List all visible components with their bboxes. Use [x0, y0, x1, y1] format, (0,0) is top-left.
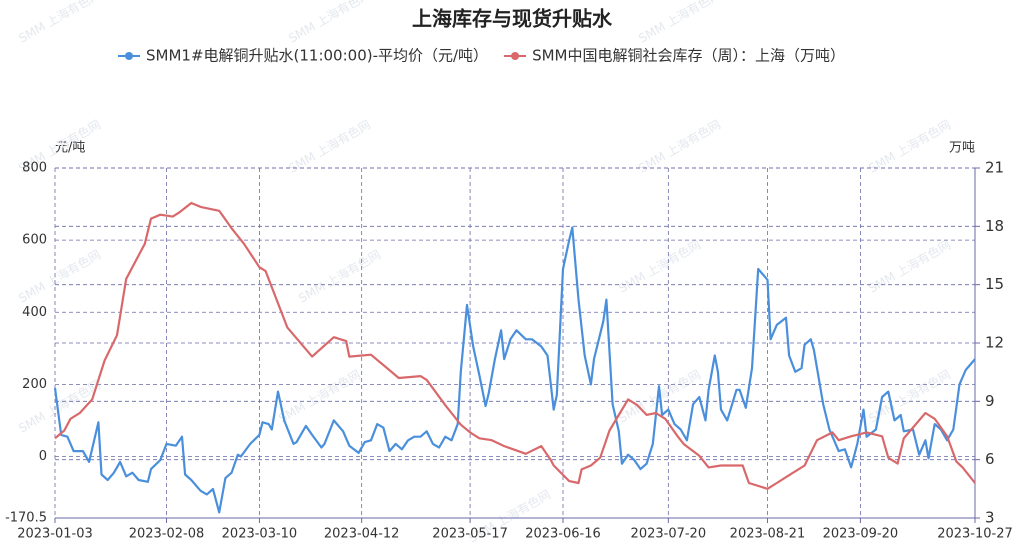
x-tick-label: 2023-04-12: [324, 527, 400, 542]
watermark: SMM 上海有色网: [16, 247, 103, 306]
y2-tick-label: 9: [985, 392, 995, 410]
y-tick-label: 600: [22, 233, 47, 248]
y-tick-label: 400: [22, 305, 47, 320]
x-tick-label: 2023-03-10: [222, 527, 298, 542]
y2-tick-label: 21: [985, 159, 1004, 177]
y2-tick-label: 18: [985, 217, 1004, 235]
legend-label: SMM1#电解铜升贴水(11:00:00)-平均价（元/吨）: [146, 47, 488, 65]
y-tick-label: 800: [22, 161, 47, 176]
watermark: SMM 上海有色网: [636, 117, 723, 176]
y2-tick-label: 15: [985, 275, 1004, 293]
watermark: SMM 上海有色网: [286, 0, 373, 46]
x-tick-label: 2023-10-27: [937, 527, 1013, 542]
x-tick-label: 2023-08-21: [730, 527, 806, 542]
x-tick-label: 2023-02-08: [129, 527, 205, 542]
watermark: SMM 上海有色网: [866, 117, 953, 176]
y2-axis-label: 万吨: [949, 141, 975, 156]
watermark: SMM 上海有色网: [866, 237, 953, 296]
y-tick-label: 200: [22, 377, 47, 392]
series-line: [54, 201, 976, 490]
watermark: SMM 上海有色网: [296, 247, 383, 306]
x-tick-label: 2023-01-03: [17, 527, 93, 542]
y-tick-label: -170.5: [5, 511, 47, 526]
legend-marker: [125, 52, 133, 60]
chart-title: 上海库存与现货升贴水: [412, 7, 613, 31]
watermark: SMM 上海有色网: [276, 367, 363, 426]
legend-marker: [511, 52, 520, 60]
x-tick-label: 2023-06-16: [525, 527, 601, 542]
watermark: SMM 上海有色网: [16, 0, 103, 46]
y-tick-label: 0: [39, 449, 47, 464]
series-line: [53, 226, 976, 514]
x-tick-label: 2023-07-20: [631, 527, 707, 542]
watermark: SMM 上海有色网: [616, 237, 703, 296]
watermark: SMM 上海有色网: [286, 117, 373, 176]
x-tick-label: 2023-09-20: [823, 527, 899, 542]
watermark: SMM 上海有色网: [636, 0, 723, 46]
y2-tick-label: 12: [985, 334, 1004, 352]
legend-label: SMM中国电解铜社会库存（周）：上海（万吨）: [532, 47, 845, 65]
x-tick-label: 2023-05-17: [432, 527, 508, 542]
y2-tick-label: 6: [985, 450, 995, 468]
legend: SMM1#电解铜升贴水(11:00:00)-平均价（元/吨） SMM中国电解铜社会…: [118, 47, 845, 65]
y2-tick-label: 3: [985, 509, 995, 527]
y-axis-label: 元/吨: [55, 141, 85, 156]
